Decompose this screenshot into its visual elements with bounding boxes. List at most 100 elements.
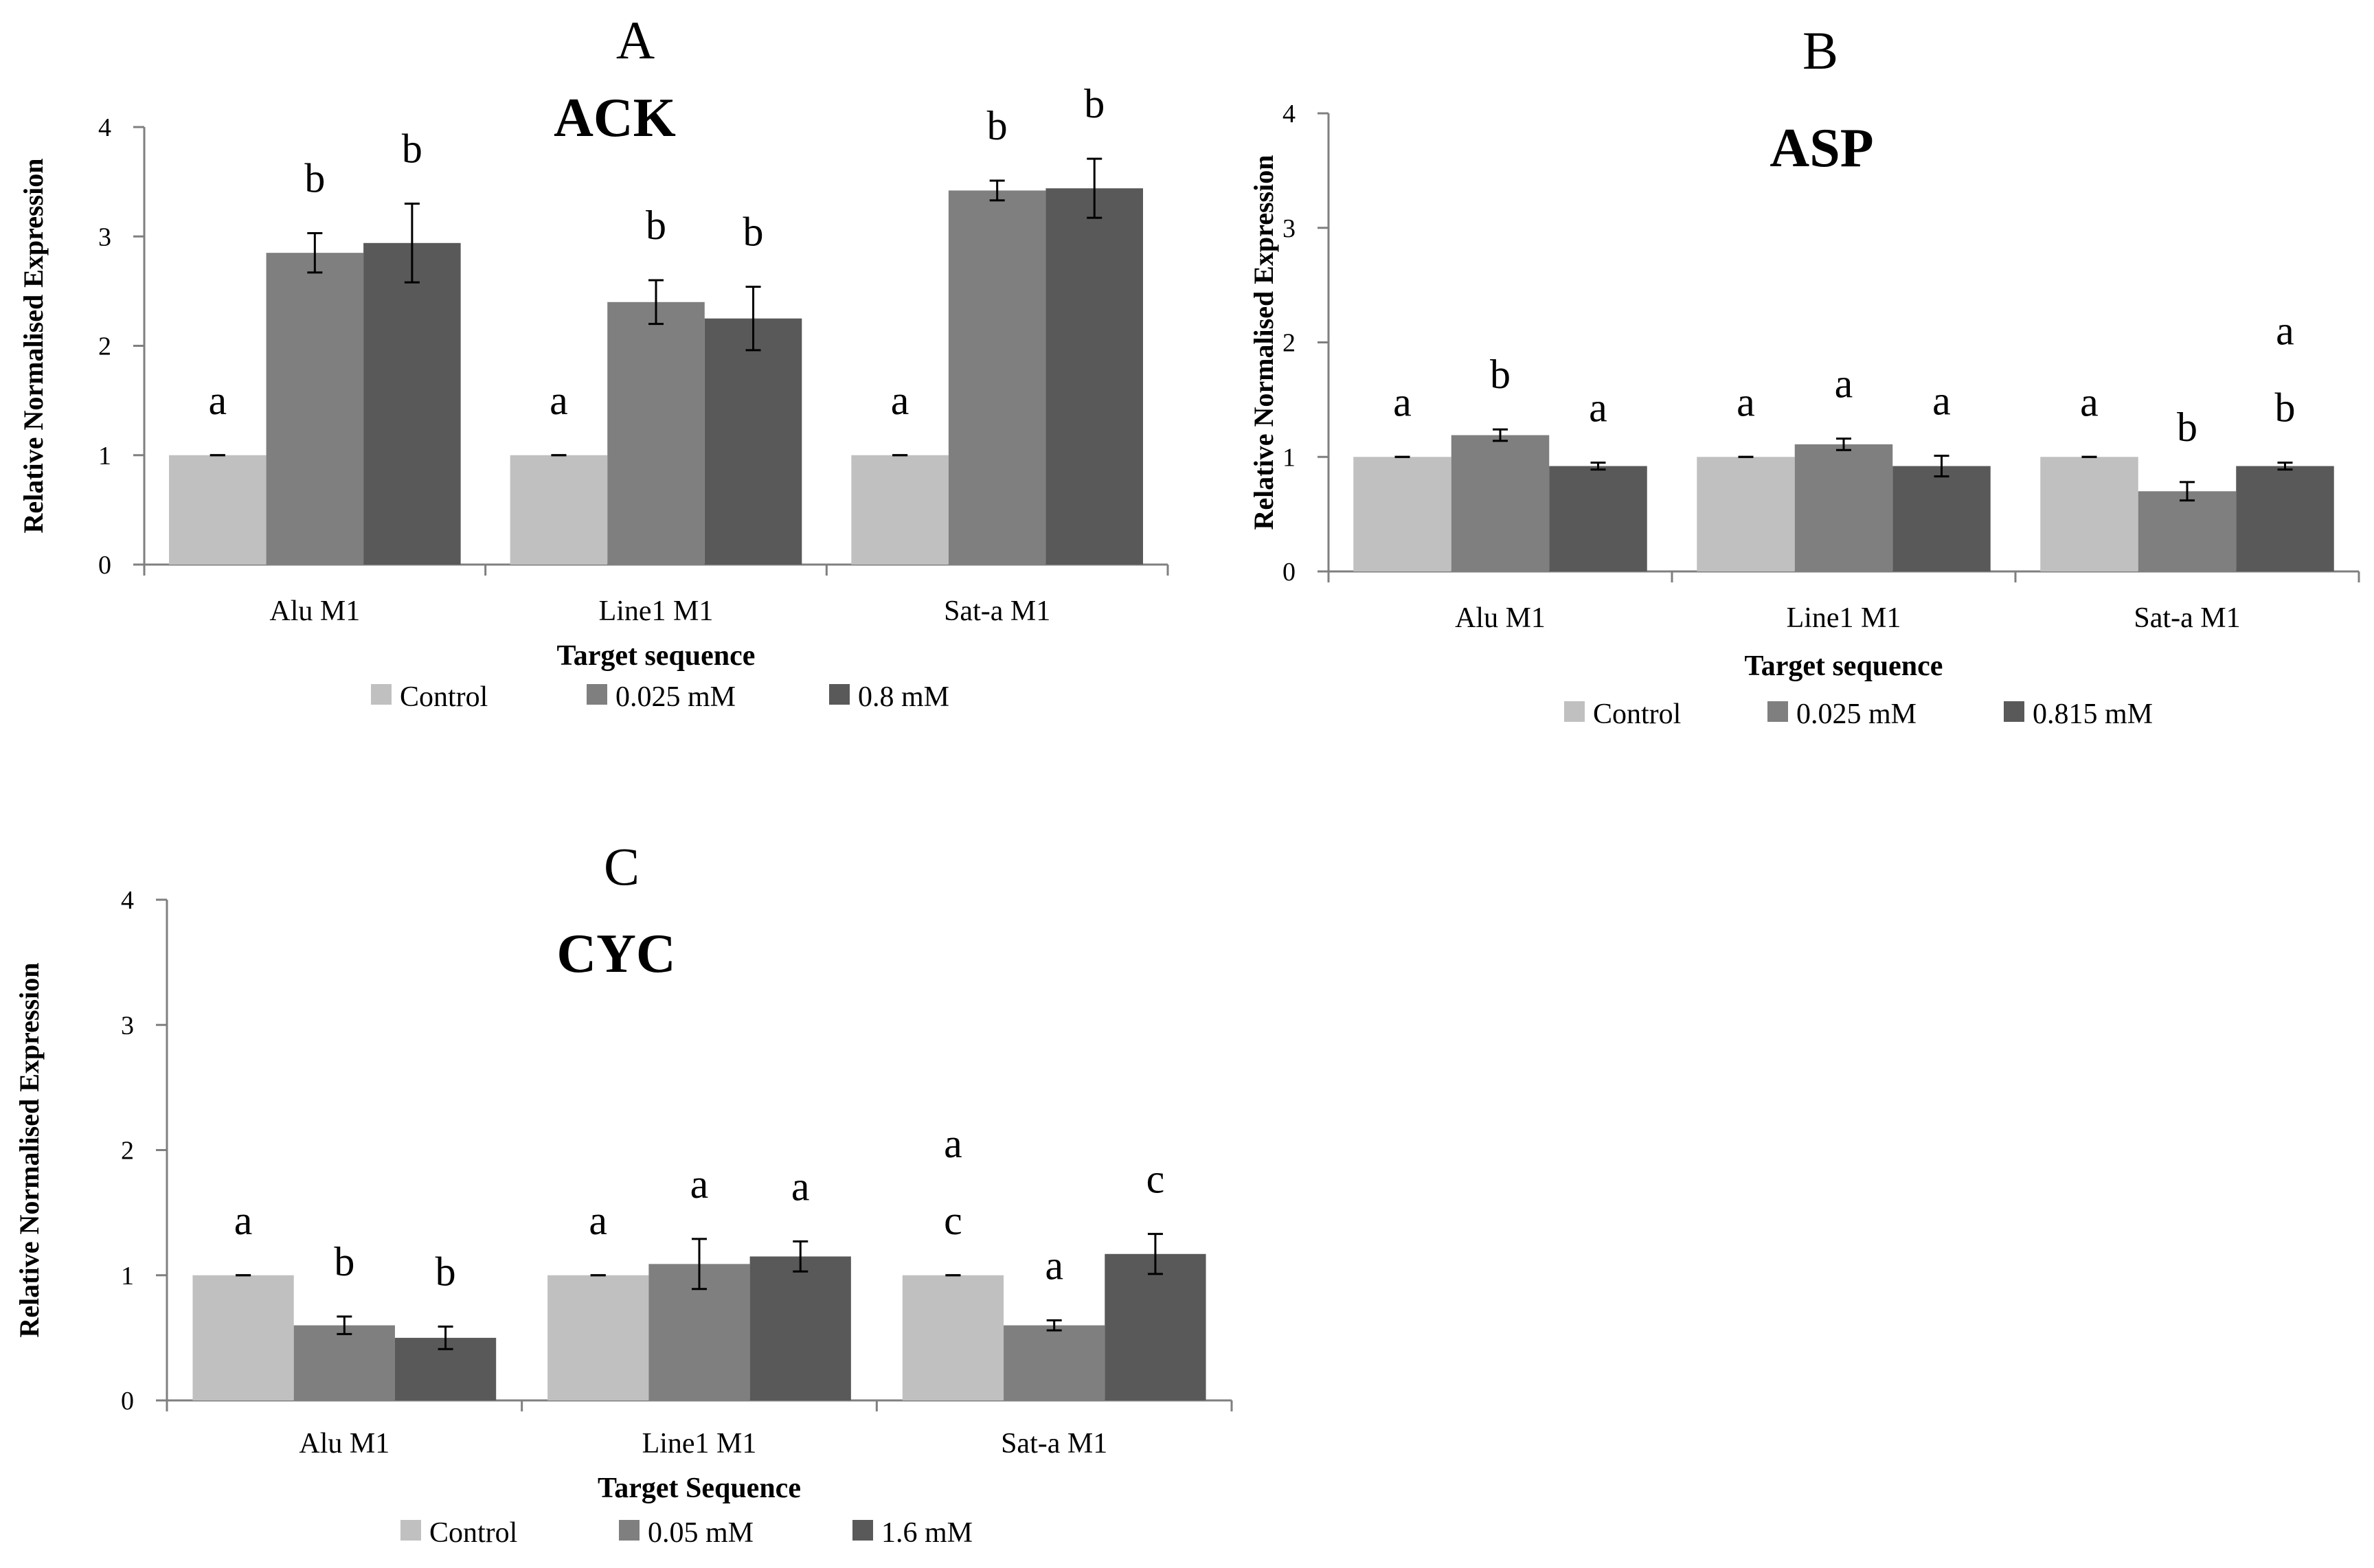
legend-label: Control bbox=[400, 681, 488, 713]
category-label: Line1 M1 bbox=[1787, 602, 1901, 634]
bar-control bbox=[510, 455, 608, 565]
legend-label: 0.025 mM bbox=[615, 681, 736, 713]
bar-control bbox=[902, 1275, 1004, 1400]
x-axis-label: Target sequence bbox=[1745, 650, 1943, 682]
bar-low bbox=[266, 253, 364, 565]
significance-label: a bbox=[944, 1121, 962, 1166]
category-label: Sat-a M1 bbox=[944, 595, 1050, 627]
y-tick-label: 0 bbox=[98, 551, 111, 580]
y-tick-label: 1 bbox=[98, 442, 111, 470]
y-tick-label: 4 bbox=[98, 113, 111, 142]
y-tick-label: 0 bbox=[121, 1387, 134, 1416]
significance-label: b bbox=[646, 203, 666, 248]
category-label: Alu M1 bbox=[269, 595, 360, 627]
legend-swatch-control bbox=[371, 684, 392, 705]
bar-high bbox=[1045, 188, 1143, 565]
significance-label: b bbox=[987, 103, 1008, 148]
bar-high bbox=[1549, 466, 1647, 571]
y-tick-label: 2 bbox=[98, 332, 111, 361]
significance-label: b bbox=[304, 155, 325, 201]
y-tick-label: 2 bbox=[121, 1137, 134, 1166]
category-label: Alu M1 bbox=[299, 1428, 389, 1459]
significance-label: a bbox=[2276, 308, 2294, 354]
y-tick-label: 2 bbox=[1282, 329, 1296, 358]
significance-label: a bbox=[2080, 379, 2099, 424]
significance-label: a bbox=[550, 378, 568, 423]
category-label: Sat-a M1 bbox=[1001, 1428, 1107, 1459]
panel-letter: C bbox=[604, 837, 640, 896]
significance-label: b bbox=[436, 1249, 456, 1294]
significance-label: a bbox=[1589, 385, 1607, 431]
legend-label: 1.6 mM bbox=[881, 1517, 973, 1549]
bar-low bbox=[1004, 1325, 1105, 1400]
legend-label: 0.8 mM bbox=[858, 681, 949, 713]
y-tick-label: 4 bbox=[1282, 100, 1296, 128]
bar-control bbox=[192, 1275, 294, 1400]
legend-label: 0.025 mM bbox=[1796, 698, 1917, 730]
bar-low bbox=[1794, 444, 1893, 571]
significance-label: a bbox=[234, 1198, 253, 1243]
significance-label: b bbox=[402, 126, 422, 171]
significance-label: a bbox=[589, 1198, 607, 1243]
bar-high bbox=[2236, 466, 2334, 571]
bar-control bbox=[1353, 457, 1451, 571]
significance-label: c bbox=[1146, 1157, 1165, 1202]
legend-swatch-high bbox=[852, 1520, 873, 1541]
y-tick-label: 3 bbox=[1282, 214, 1296, 243]
bar-low bbox=[607, 302, 705, 565]
bar-low bbox=[2138, 491, 2237, 571]
panel-c: C CYC 0 1 2 3 4 Relative Normalised Expression A… bbox=[14, 837, 1233, 1549]
x-axis-label: Target sequence bbox=[557, 640, 756, 672]
significance-label: b bbox=[334, 1239, 354, 1284]
legend-swatch-high bbox=[2004, 701, 2024, 722]
bar-control bbox=[2040, 457, 2138, 571]
legend-label: Control bbox=[429, 1517, 517, 1549]
category-label: Line1 M1 bbox=[599, 595, 714, 627]
significance-label: b bbox=[1490, 352, 1511, 397]
significance-label: a bbox=[208, 378, 227, 423]
legend-label: 0.05 mM bbox=[648, 1517, 754, 1549]
y-axis-label: Relative Normalised Expression bbox=[1248, 155, 1279, 530]
significance-label: a bbox=[1835, 361, 1853, 407]
panel-letter: B bbox=[1802, 21, 1838, 80]
y-tick-label: 3 bbox=[121, 1011, 134, 1040]
category-label: Sat-a M1 bbox=[2134, 602, 2240, 634]
legend-swatch-control bbox=[400, 1520, 421, 1541]
bar-high bbox=[749, 1256, 851, 1400]
category-label: Line1 M1 bbox=[642, 1428, 757, 1459]
significance-label: a bbox=[791, 1164, 810, 1209]
bar-high bbox=[1105, 1253, 1206, 1400]
legend-swatch-control bbox=[1564, 701, 1585, 722]
legend-swatch-high bbox=[829, 684, 850, 705]
bar-control bbox=[1697, 457, 1795, 571]
bar-control bbox=[169, 455, 267, 565]
significance-label: a bbox=[690, 1161, 709, 1207]
significance-label: c bbox=[944, 1198, 962, 1243]
bar-low bbox=[293, 1325, 395, 1400]
chart-title: ASP bbox=[1770, 118, 1873, 179]
significance-label: b bbox=[743, 209, 764, 255]
legend-label: Control bbox=[1593, 698, 1681, 730]
y-tick-label: 3 bbox=[98, 223, 111, 251]
y-axis-label: Relative Normalised Expression bbox=[18, 159, 49, 534]
significance-label: b bbox=[2275, 385, 2296, 431]
bar-low bbox=[948, 190, 1046, 565]
significance-label: b bbox=[1084, 81, 1105, 126]
panel-a: A ACK 0 1 2 3 4 Relative Normalised Expression A… bbox=[18, 10, 1169, 713]
significance-label: a bbox=[1932, 378, 1951, 424]
y-tick-label: 1 bbox=[121, 1262, 134, 1291]
significance-label: b bbox=[2177, 405, 2197, 450]
significance-label: a bbox=[1393, 379, 1412, 424]
significance-label: a bbox=[1737, 379, 1755, 424]
x-axis-label: Target Sequence bbox=[598, 1473, 801, 1504]
panel-letter: A bbox=[616, 10, 655, 70]
y-tick-label: 4 bbox=[121, 886, 134, 915]
y-tick-label: 0 bbox=[1282, 558, 1296, 587]
chart-title: ACK bbox=[554, 88, 676, 148]
bar-high bbox=[1892, 466, 1991, 571]
y-tick-label: 1 bbox=[1282, 443, 1296, 472]
legend-swatch-low bbox=[587, 684, 607, 705]
legend-swatch-low bbox=[619, 1520, 640, 1541]
